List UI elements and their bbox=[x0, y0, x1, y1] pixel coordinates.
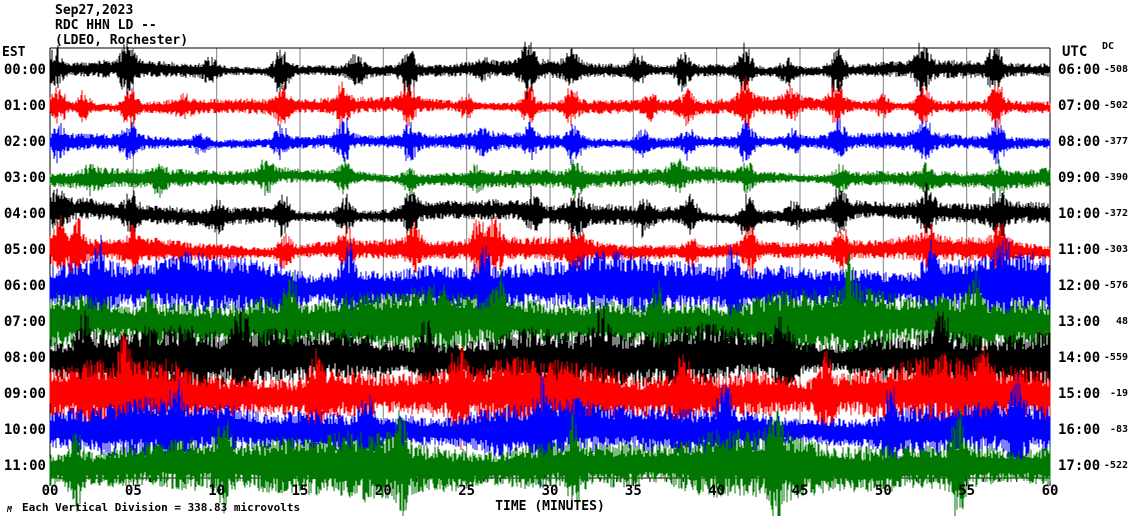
x-tick-label: 00 bbox=[41, 483, 59, 499]
dc-value: -83 bbox=[1109, 424, 1128, 435]
x-tick-label: 15 bbox=[291, 483, 309, 499]
utc-hour-label: 16:00 bbox=[1058, 422, 1101, 438]
x-tick-label: 50 bbox=[874, 483, 892, 499]
utc-hour-label: 12:00 bbox=[1058, 278, 1101, 294]
dc-value: -303 bbox=[1103, 244, 1128, 255]
x-tick-label: 30 bbox=[541, 483, 559, 499]
trace-0900-est bbox=[49, 332, 1051, 450]
trace-0300-est bbox=[49, 156, 1051, 198]
date-label: Sep27,2023 bbox=[55, 3, 134, 18]
utc-hour-label: 15:00 bbox=[1058, 386, 1101, 402]
dc-value: -372 bbox=[1103, 208, 1128, 219]
est-hour-label: 00:00 bbox=[3, 62, 46, 78]
est-hour-label: 05:00 bbox=[3, 242, 46, 258]
est-hour-label: 07:00 bbox=[3, 314, 46, 330]
x-tick-label: 40 bbox=[708, 483, 726, 499]
utc-hour-label: 17:00 bbox=[1058, 458, 1101, 474]
est-hour-label: 01:00 bbox=[3, 98, 46, 114]
utc-hour-label: 07:00 bbox=[1058, 98, 1101, 114]
x-tick-label: 05 bbox=[124, 483, 142, 499]
dc-value: -508 bbox=[1103, 64, 1128, 75]
trace-0600-est bbox=[49, 234, 1051, 337]
est-hour-label: 09:00 bbox=[3, 386, 46, 402]
scale-symbol: M bbox=[7, 505, 12, 514]
left-axis-header: EST bbox=[2, 45, 26, 60]
est-hour-label: 06:00 bbox=[3, 278, 46, 294]
x-tick-label: 55 bbox=[958, 483, 976, 499]
dc-value: -576 bbox=[1103, 280, 1128, 291]
dc-value: -559 bbox=[1103, 352, 1128, 363]
network-label: (LDEO, Rochester) bbox=[55, 33, 189, 48]
trace-0100-est bbox=[49, 76, 1051, 133]
scale-note-label: Each Vertical Division = 338.83 microvol… bbox=[22, 501, 301, 514]
dc-column-header: DC bbox=[1102, 41, 1115, 52]
est-hour-label: 02:00 bbox=[3, 134, 46, 150]
station-label: RDC HHN LD -- bbox=[55, 18, 157, 33]
x-tick-label: 45 bbox=[791, 483, 809, 499]
dc-value: -19 bbox=[1109, 388, 1128, 399]
x-tick-label: 25 bbox=[458, 483, 476, 499]
est-hour-label: 08:00 bbox=[3, 350, 46, 366]
x-tick-label: 20 bbox=[374, 483, 392, 499]
est-hour-label: 04:00 bbox=[3, 206, 46, 222]
est-hour-label: 11:00 bbox=[3, 458, 46, 474]
x-tick-label: 10 bbox=[208, 483, 226, 499]
trace-0200-est bbox=[49, 117, 1051, 165]
time-axis-label: TIME (MINUTES) bbox=[495, 499, 605, 514]
x-tick-label: 35 bbox=[624, 483, 642, 499]
trace-1100-est bbox=[49, 409, 1051, 516]
utc-hour-label: 08:00 bbox=[1058, 134, 1101, 150]
utc-hour-label: 14:00 bbox=[1058, 350, 1101, 366]
utc-hour-label: 06:00 bbox=[1058, 62, 1101, 78]
plot-border bbox=[49, 47, 1051, 479]
utc-hour-label: 10:00 bbox=[1058, 206, 1101, 222]
trace-0000-est bbox=[49, 41, 1051, 102]
utc-hour-label: 11:00 bbox=[1058, 242, 1101, 258]
dc-value: -390 bbox=[1103, 172, 1128, 183]
trace-0400-est bbox=[49, 182, 1051, 241]
utc-hour-label: 13:00 bbox=[1058, 314, 1101, 330]
dc-value: 48 bbox=[1115, 316, 1128, 327]
est-hour-label: 10:00 bbox=[3, 422, 46, 438]
dc-value: -522 bbox=[1103, 460, 1128, 471]
dc-value: -377 bbox=[1103, 136, 1128, 147]
dc-value: -502 bbox=[1103, 100, 1128, 111]
est-hour-label: 03:00 bbox=[3, 170, 46, 186]
x-tick-label: 60 bbox=[1041, 483, 1059, 499]
trace-0500-est bbox=[49, 215, 1051, 281]
right-axis-header: UTC bbox=[1062, 44, 1088, 60]
utc-hour-label: 09:00 bbox=[1058, 170, 1101, 186]
